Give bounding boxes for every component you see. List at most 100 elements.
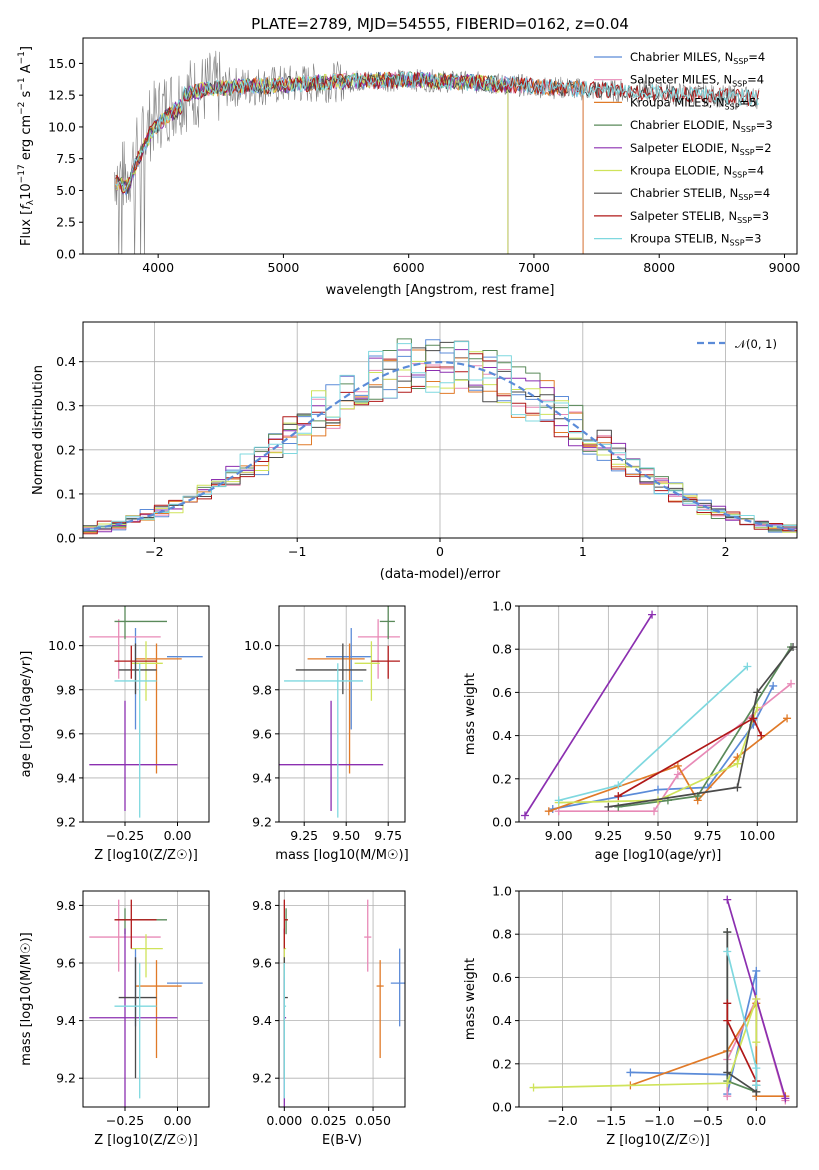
model-spectrum-line: [115, 71, 509, 254]
y-tick-label: 0.3: [56, 398, 76, 413]
weight-line: [552, 685, 774, 810]
normal-reference-curve: [83, 361, 797, 532]
x-tick-label: 10.00: [739, 828, 775, 843]
weight-marker: [752, 1038, 761, 1047]
residual-histogram: [83, 341, 797, 531]
x-tick-label: 9000: [769, 260, 801, 275]
x-tick-label: 0.050: [355, 1113, 391, 1128]
y-tick-label: 0.2: [492, 771, 512, 786]
weight-marker: [723, 1068, 732, 1077]
x-tick-label: 9.25: [594, 828, 622, 843]
weight-marker: [789, 643, 797, 652]
weight-marker: [723, 999, 732, 1008]
y-tick-label: 0.2: [492, 1056, 512, 1071]
x-tick-label: 9.75: [374, 828, 402, 843]
model-spectrum-line: [115, 71, 509, 254]
x-tick-label: 0.00: [164, 1113, 192, 1128]
x-axis-label: (data-model)/error: [380, 567, 501, 582]
weight-marker: [752, 1064, 761, 1073]
x-tick-label: 8000: [643, 260, 675, 275]
weight-marker: [769, 681, 778, 690]
weight-marker: [723, 1079, 732, 1088]
y-tick-label: 2.5: [56, 215, 76, 230]
x-tick-label: 0.0: [746, 1113, 766, 1128]
weight-marker: [614, 781, 623, 790]
legend-entry: Salpeter MILES, NSSP=4: [630, 73, 764, 89]
y-tick-label: 9.4: [252, 1013, 272, 1028]
x-axis-label: mass [log10(M/M☉)]: [275, 848, 408, 863]
y-axis-label: age [log10(age/yr)]: [19, 651, 34, 778]
weight-marker: [626, 1068, 635, 1077]
x-tick-label: −1.0: [644, 1113, 674, 1128]
y-tick-label: 0.4: [492, 728, 512, 743]
y-tick-label: 0.4: [492, 1013, 512, 1028]
weight-marker: [650, 807, 659, 816]
weight-marker: [723, 1016, 732, 1025]
legend-entry: Kroupa ELODIE, NSSP=4: [630, 164, 764, 180]
weight-marker: [787, 679, 796, 688]
model-spectrum-line: [115, 71, 509, 254]
y-tick-label: 1.0: [492, 599, 512, 614]
axes-frame: [278, 605, 406, 823]
y-axis-label: mass weight: [463, 673, 478, 755]
legend-entry: Kroupa STELIB, NSSP=3: [630, 232, 761, 248]
weight-marker: [723, 895, 732, 904]
spectrum-axes: [79, 62, 785, 258]
x-tick-label: −2.0: [547, 1113, 577, 1128]
weight-marker: [723, 1092, 732, 1101]
x-tick-label: 0.025: [311, 1113, 347, 1128]
y-tick-label: 0.1: [56, 486, 76, 501]
x-tick-label: 9.75: [694, 828, 722, 843]
y-tick-label: 9.6: [252, 956, 272, 971]
x-axis-label: Z [log10(Z/Z☉)]: [94, 848, 198, 863]
age_vs_Z-axes: [79, 606, 209, 826]
x-tick-label: 0: [436, 544, 444, 559]
x-tick-label: −1: [288, 544, 306, 559]
model-spectrum-line: [115, 71, 760, 191]
axes-frame: [278, 890, 406, 1108]
y-tick-label: 12.5: [48, 88, 76, 103]
y-tick-label: 0.6: [492, 970, 512, 985]
axes-frame: [518, 605, 798, 823]
x-tick-label: 0.000: [266, 1113, 302, 1128]
legend-entry: Chabrier MILES, NSSP=4: [630, 50, 765, 66]
weight-marker: [604, 802, 613, 811]
weight-marker: [733, 783, 742, 792]
x-tick-label: 9.25: [290, 828, 318, 843]
y-tick-label: 9.6: [252, 726, 272, 741]
legend-entry: Chabrier ELODIE, NSSP=3: [630, 118, 773, 134]
weight-marker: [753, 688, 762, 697]
x-tick-label: 1: [579, 544, 587, 559]
y-tick-label: 9.2: [252, 815, 272, 830]
weight_vs_age-marks: [520, 610, 797, 820]
axes-frame: [82, 890, 210, 1108]
x-tick-label: −1.5: [596, 1113, 626, 1128]
y-tick-label: 9.2: [56, 1071, 76, 1086]
weight-marker: [752, 995, 761, 1003]
weight-marker: [529, 1083, 538, 1092]
y-tick-label: 9.8: [252, 898, 272, 913]
y-tick-label: 10.0: [48, 119, 76, 134]
residuals-axes: [79, 322, 797, 542]
weight-marker: [614, 802, 623, 811]
y-tick-label: 9.4: [252, 770, 272, 785]
weight-marker: [757, 731, 766, 740]
legend-entry: 𝒩(0, 1): [735, 337, 777, 351]
axes-frame: [82, 321, 798, 539]
y-tick-label: 9.8: [252, 682, 272, 697]
y-tick-label: 9.8: [56, 898, 76, 913]
weight-marker: [554, 796, 563, 805]
legend-entry: Kroupa MILES, NSSP=5: [630, 95, 756, 111]
x-tick-label: −0.25: [106, 1113, 144, 1128]
x-axis-label: Z [log10(Z/Z☉)]: [94, 1133, 198, 1148]
x-tick-label: −0.25: [106, 828, 144, 843]
weight-marker: [654, 785, 662, 794]
y-tick-label: 9.4: [56, 770, 76, 785]
residuals-marks: [83, 338, 797, 535]
weight-line: [726, 951, 758, 1086]
y-axis-label: Normed distribution: [31, 365, 46, 495]
x-tick-label: 2: [722, 544, 730, 559]
weight-marker: [673, 770, 682, 779]
age_vs_Z-marks: [89, 606, 203, 818]
